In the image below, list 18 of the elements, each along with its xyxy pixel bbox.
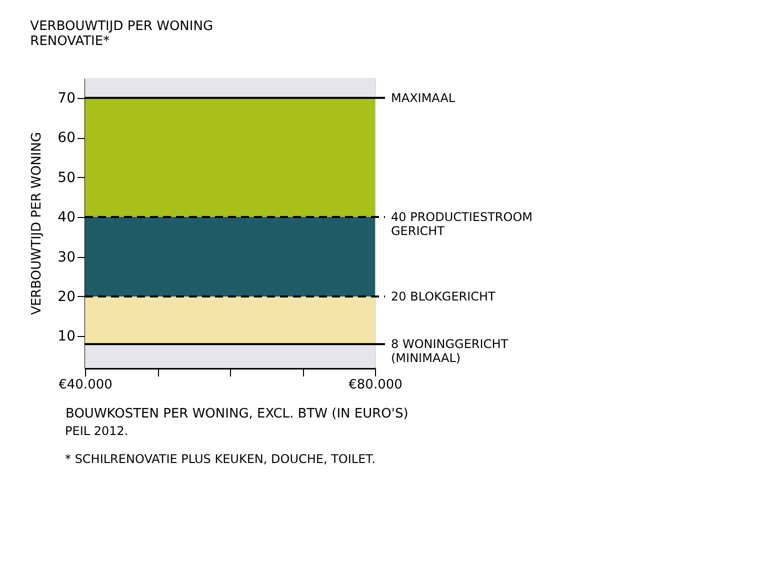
ref-line-label: 20 BLOKGERICHT [391, 289, 496, 304]
y-tick-label: 70 [58, 90, 76, 106]
ref-line-label: 40 PRODUCTIESTROOM GERICHT [391, 210, 532, 238]
y-tick-label: 20 [58, 288, 76, 305]
y-tick-label: 10 [58, 328, 76, 345]
ref-line-label: 8 WONINGGERICHT (MINIMAAL) [391, 337, 509, 366]
chart-title: VERBOUWTIJD PER WONING RENOVATIE* [30, 19, 214, 49]
y-tick-label: 60 [58, 130, 76, 146]
text: * SCHILRENOVATIE PLUS KEUKEN, DOUCHE, TOILET. [65, 452, 376, 466]
y-tick-label: 30 [58, 249, 76, 266]
ref-line-label: MAXIMAAL [391, 90, 456, 105]
y-tick-label: 40 [58, 210, 76, 226]
y-tick-label: 50 [58, 170, 76, 186]
y-axis-title: VERBOUWTIJD PER WONING [30, 132, 45, 315]
x-tick-label: €40.000 [58, 378, 112, 392]
text: PEIL 2012. [65, 424, 128, 438]
x-tick-label: €80.000 [348, 378, 402, 392]
x-axis-title: BOUWKOSTEN PER WONING, EXCL. BTW (IN EURO'S) [66, 406, 408, 422]
